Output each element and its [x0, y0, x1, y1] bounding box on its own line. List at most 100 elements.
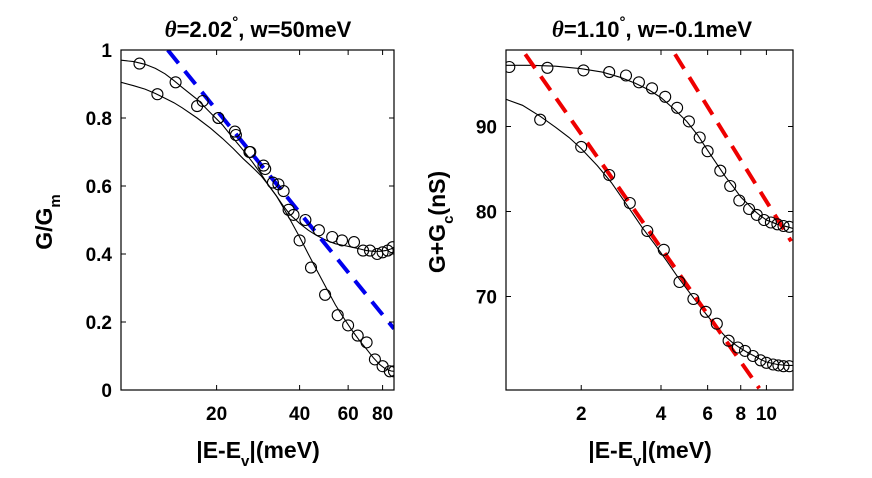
- left-series-2-point: [151, 88, 164, 101]
- left-title-value: =2.02: [177, 17, 233, 42]
- right-x-axis-label: |E-Ev|(meV): [588, 437, 711, 470]
- right-series-1-point: [764, 216, 777, 229]
- left-y-tick-label: 0.8: [86, 109, 112, 130]
- right-series-2-point: [641, 224, 654, 238]
- right-series-1-point: [671, 101, 684, 114]
- left-y-tick-label: 0: [101, 381, 112, 402]
- right-series-2-point: [534, 113, 547, 126]
- right-series-2-point: [783, 360, 793, 373]
- left-series-2-point: [212, 111, 225, 125]
- left-y-ticks: 0 0.2 0.4 0.6 0.8 1: [86, 41, 394, 402]
- right-series-2-point: [623, 196, 636, 210]
- right-series-2-point: [699, 305, 712, 318]
- left-series-2-point: [383, 365, 394, 378]
- left-y-tick-label: 0.4: [86, 245, 113, 266]
- left-chart-panel: θ=2.02°, w=50meV 20 40 60 80 0 0.2 0.4 0.6 0.8 1…: [31, 14, 395, 470]
- right-series-2-point: [731, 341, 744, 354]
- right-series-1-point: [645, 82, 659, 95]
- left-ylabel-main: G/G: [31, 208, 57, 250]
- right-x-ticks: 2 4 6 8 10: [576, 50, 777, 425]
- right-y-tick-label: 70: [476, 288, 497, 309]
- left-series-1-point: [386, 241, 394, 254]
- right-series-1-point: [771, 218, 784, 231]
- right-series-2-point: [575, 140, 588, 153]
- left-series-1-point: [312, 224, 325, 237]
- right-axes-frame: [505, 49, 794, 391]
- right-series-1-point: [733, 194, 746, 207]
- left-series-1-point: [243, 145, 256, 159]
- left-x-tick-label: 40: [289, 404, 310, 425]
- left-x-ticks: 20 40 60 80: [206, 50, 393, 425]
- right-series-1-point: [777, 219, 790, 233]
- left-series-2-point: [229, 128, 242, 142]
- right-ylabel-tail: (nS): [424, 171, 450, 216]
- right-y-tick-label: 80: [476, 203, 497, 224]
- right-series-1-point: [632, 76, 645, 89]
- right-series-1-point: [743, 202, 756, 216]
- left-y-tick-label: 0.2: [86, 313, 112, 334]
- left-xlabel-sub: v: [241, 453, 250, 470]
- right-series-1-point: [603, 66, 616, 79]
- left-xlabel-main: |E-E: [196, 437, 241, 463]
- right-y-ticks: 70 80 90: [476, 118, 793, 309]
- right-series-1-point: [758, 213, 771, 227]
- left-y-tick-label: 0.6: [86, 177, 112, 198]
- right-series-1-point: [724, 179, 737, 193]
- right-series-1-point: [701, 145, 714, 158]
- left-series-2-point: [351, 329, 364, 342]
- left-series-2-point: [293, 234, 306, 247]
- right-xlabel-tail: |(meV): [641, 437, 711, 463]
- left-xlabel-tail: |(meV): [249, 437, 319, 463]
- right-series-2-point: [687, 292, 700, 306]
- right-series-1-point: [659, 90, 672, 103]
- right-x-tick-label: 6: [702, 404, 713, 425]
- right-title-theta: θ: [552, 17, 564, 42]
- left-title-degree: °: [232, 14, 238, 31]
- right-chart-panel: θ=1.10°, w=-0.1meV 2 4 6 8 10 70 80 90 |E-Ev|(…: [424, 14, 794, 470]
- left-series-2-point: [331, 309, 344, 322]
- right-title-degree: °: [620, 14, 626, 31]
- left-chart-title: θ=2.02°, w=50meV: [165, 14, 352, 42]
- left-series-2-point: [244, 145, 257, 159]
- left-ylabel-sub: m: [47, 194, 64, 207]
- left-title-suffix: , w=50meV: [238, 17, 351, 42]
- left-series-2-point: [304, 261, 318, 274]
- right-xlabel-main: |E-E: [588, 437, 633, 463]
- right-x-tick-label: 8: [735, 404, 746, 425]
- left-series-2-point: [282, 203, 295, 216]
- left-series-1-point: [133, 57, 146, 70]
- right-series-1-point: [750, 208, 763, 221]
- right-series-1-point: [682, 115, 695, 128]
- right-series-2-point: [603, 168, 616, 182]
- left-series-1-point: [299, 213, 312, 227]
- left-series-2-point: [319, 288, 332, 301]
- left-title-theta: θ: [165, 17, 177, 42]
- left-series-2-point: [368, 353, 381, 366]
- left-series-2-point: [272, 178, 285, 191]
- right-x-tick-label: 10: [756, 404, 777, 425]
- right-series-2-point: [722, 334, 735, 347]
- left-x-tick-label: 60: [338, 404, 359, 425]
- right-series-1-point: [693, 131, 706, 144]
- right-x-tick-label: 4: [656, 404, 667, 425]
- left-series-2-point: [259, 162, 272, 176]
- right-y-axis-label: G+Gc(nS): [424, 171, 457, 273]
- right-title-suffix: , w=-0.1meV: [626, 17, 753, 42]
- left-y-tick-label: 1: [101, 41, 112, 62]
- right-title-value: =1.10: [564, 17, 620, 42]
- right-series-2-point: [754, 354, 767, 367]
- left-series-2-point: [342, 319, 355, 332]
- right-xlabel-sub: v: [633, 453, 642, 470]
- left-x-axis-label: |E-Ev|(meV): [196, 437, 319, 470]
- right-plot-area: [506, 53, 793, 390]
- right-series-1-point: [619, 69, 633, 82]
- right-dashed-line-1: [523, 53, 761, 390]
- left-x-tick-label: 20: [206, 404, 227, 425]
- right-chart-title: θ=1.10°, w=-0.1meV: [552, 14, 753, 42]
- left-series-2-point: [191, 100, 204, 113]
- right-x-tick-label: 2: [576, 404, 587, 425]
- left-series-1-point: [376, 246, 389, 259]
- right-series-1-point: [714, 164, 727, 177]
- left-series-1-point: [357, 244, 370, 257]
